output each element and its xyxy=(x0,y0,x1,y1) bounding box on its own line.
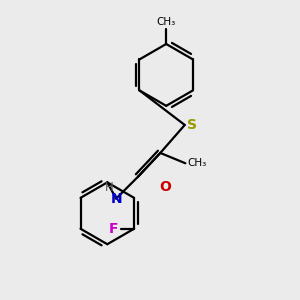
Text: O: O xyxy=(159,180,171,194)
Text: H: H xyxy=(104,181,113,194)
Text: F: F xyxy=(109,222,118,236)
Text: CH₃: CH₃ xyxy=(188,158,207,168)
Text: CH₃: CH₃ xyxy=(157,17,176,27)
Text: N: N xyxy=(110,192,122,206)
Text: S: S xyxy=(187,118,197,132)
